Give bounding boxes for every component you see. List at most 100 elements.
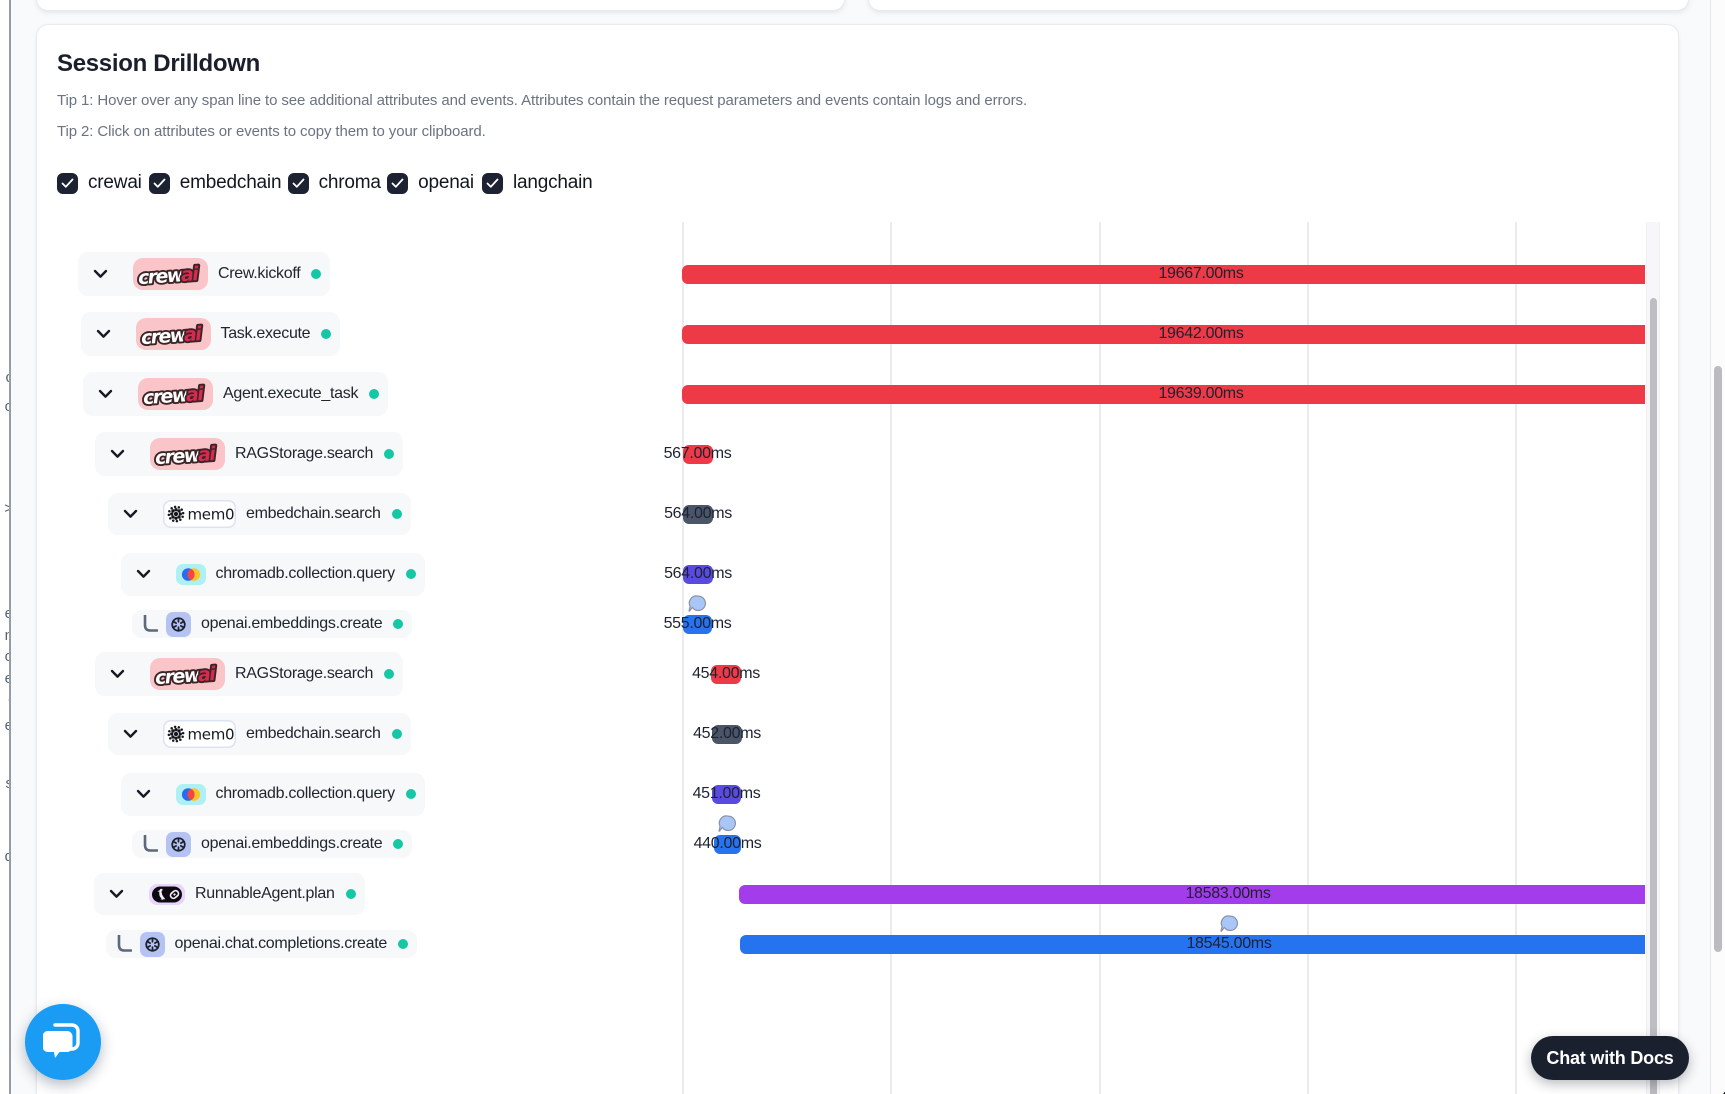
cropped-text-fragment: o — [4, 398, 9, 415]
span-duration-label: 567.00ms — [663, 445, 732, 462]
svg-text:ai: ai — [183, 323, 203, 346]
span-name: RAGStorage.search — [235, 445, 374, 462]
check-icon — [153, 178, 166, 188]
span-name: Task.execute — [220, 325, 311, 342]
span-tree-row[interactable]: crew ai Agent.execute_task — [83, 372, 389, 416]
filter-checkbox[interactable] — [287, 172, 309, 194]
filter-label[interactable]: openai — [418, 172, 474, 193]
waterfall-scrollbar-thumb[interactable] — [1650, 298, 1657, 1094]
session-drilldown-card: Session Drilldown Tip 1: Hover over any … — [36, 24, 1679, 1094]
span-tree-row[interactable]: openai.embeddings.create — [132, 830, 413, 858]
filter-checkbox[interactable] — [387, 172, 409, 194]
chat-with-docs-button[interactable]: Chat with Docs — [1531, 1036, 1689, 1080]
span-duration-bar[interactable] — [683, 614, 712, 634]
svg-text:crew: crew — [137, 264, 185, 289]
browser-scrollbar-thumb[interactable] — [1714, 366, 1722, 952]
check-icon — [486, 178, 499, 188]
chevron-down-icon[interactable] — [136, 569, 151, 579]
chevron-down-icon[interactable] — [93, 269, 108, 279]
cropped-text-fragment: s — [6, 774, 10, 794]
crewai-logo-icon: crewai — [138, 378, 213, 410]
span-tree-row[interactable]: openai.chat.completions.create — [105, 930, 417, 958]
browser-scrollbar-track[interactable] — [1710, 0, 1725, 1094]
span-tree-row[interactable]: chromadb.collection.query — [120, 772, 425, 816]
span-duration-bar[interactable] — [683, 564, 713, 584]
chat-bubble-icon[interactable] — [718, 815, 737, 833]
pane-divider — [9, 0, 11, 1094]
svg-text:ai: ai — [185, 383, 205, 406]
span-tree-row[interactable]: mem0 embedchain.search — [108, 713, 411, 755]
summary-card-left — [36, 0, 845, 11]
filter-checkbox[interactable] — [148, 172, 170, 194]
span-tree-row[interactable]: mem0 embedchain.search — [108, 493, 411, 535]
span-duration-bar[interactable] — [711, 664, 741, 684]
status-dot-icon — [384, 449, 395, 459]
filter-label[interactable]: langchain — [513, 172, 593, 193]
span-duration-bar[interactable] — [682, 324, 1645, 344]
span-duration-bar[interactable] — [682, 384, 1645, 404]
span-tree-row[interactable]: RunnableAgent.plan — [94, 873, 365, 915]
span-duration-bar[interactable] — [682, 264, 1645, 284]
span-duration-bar[interactable] — [714, 834, 741, 854]
filter-item[interactable]: openai — [387, 172, 474, 194]
span-name: embedchain.search — [246, 505, 381, 522]
svg-text:crew: crew — [142, 384, 190, 409]
cropped-text-fragment: e — [4, 605, 9, 622]
chevron-down-icon[interactable] — [109, 889, 124, 899]
waterfall-scrollbar-track[interactable] — [1646, 222, 1660, 1094]
span-duration-bar[interactable] — [738, 884, 1645, 904]
span-duration-bar[interactable] — [712, 784, 741, 804]
gridline — [682, 222, 684, 1094]
check-icon — [391, 178, 404, 188]
filter-item[interactable]: embedchain — [148, 172, 282, 194]
elbow-connector-icon — [117, 935, 132, 952]
span-tree-row[interactable]: crew ai RAGStorage.search — [95, 652, 404, 696]
span-duration-bar[interactable] — [682, 444, 713, 464]
cropped-text-fragment: > — [4, 500, 9, 517]
span-duration-bar[interactable] — [739, 934, 1645, 954]
span-duration-label: 555.00ms — [663, 615, 732, 632]
filter-checkbox[interactable] — [57, 172, 78, 194]
gridline — [1306, 222, 1309, 1094]
chat-bubble-icon[interactable] — [1219, 915, 1239, 933]
filter-checkbox[interactable] — [482, 172, 503, 194]
filter-item[interactable]: langchain — [482, 172, 593, 194]
chat-widget-button[interactable] — [25, 1004, 101, 1080]
filter-label[interactable]: chroma — [318, 172, 381, 193]
chroma-logo-icon — [175, 783, 206, 805]
chevron-down-icon[interactable] — [110, 669, 125, 679]
chevron-down-icon[interactable] — [136, 789, 151, 799]
cropped-text-fragment: c — [6, 368, 10, 388]
span-tree-row[interactable]: crew ai Crew.kickoff — [78, 252, 331, 296]
svg-text:mem0: mem0 — [188, 506, 235, 524]
span-tree-row[interactable]: chromadb.collection.query — [120, 552, 425, 596]
chat-bubble-icon[interactable] — [688, 595, 707, 613]
span-name: openai.chat.completions.create — [174, 935, 388, 952]
cropped-text-fragment: e — [4, 670, 9, 687]
span-tree-row[interactable]: crew ai RAGStorage.search — [95, 432, 404, 476]
span-tree-row[interactable]: openai.embeddings.create — [132, 610, 413, 638]
span-duration-bar[interactable] — [683, 504, 713, 524]
chevron-down-icon[interactable] — [123, 509, 138, 519]
svg-text:ai: ai — [197, 663, 217, 686]
span-tree-row[interactable]: crew ai Task.execute — [80, 312, 341, 356]
chevron-down-icon[interactable] — [123, 729, 138, 739]
chevron-down-icon[interactable] — [96, 329, 111, 339]
chat-widget-icon — [43, 1023, 80, 1058]
chevron-down-icon[interactable] — [98, 389, 113, 399]
filter-label[interactable]: crewai — [88, 172, 142, 193]
span-name: Agent.execute_task — [223, 385, 359, 402]
span-duration-label: 19639.00ms — [1158, 385, 1244, 402]
filter-label[interactable]: embedchain — [179, 172, 282, 193]
span-duration-bar[interactable] — [712, 724, 742, 744]
status-dot-icon — [405, 569, 416, 579]
chevron-down-icon[interactable] — [110, 449, 125, 459]
openai-logo-icon — [139, 931, 165, 957]
span-duration-label: 19667.00ms — [1158, 265, 1244, 282]
filter-item[interactable]: chroma — [287, 172, 381, 194]
status-dot-icon — [397, 939, 408, 949]
cropped-text-fragment: d — [4, 848, 9, 865]
svg-text:crew: crew — [154, 664, 202, 689]
mem0-logo-icon: mem0 — [163, 500, 236, 528]
filter-item[interactable]: crewai — [57, 172, 142, 194]
